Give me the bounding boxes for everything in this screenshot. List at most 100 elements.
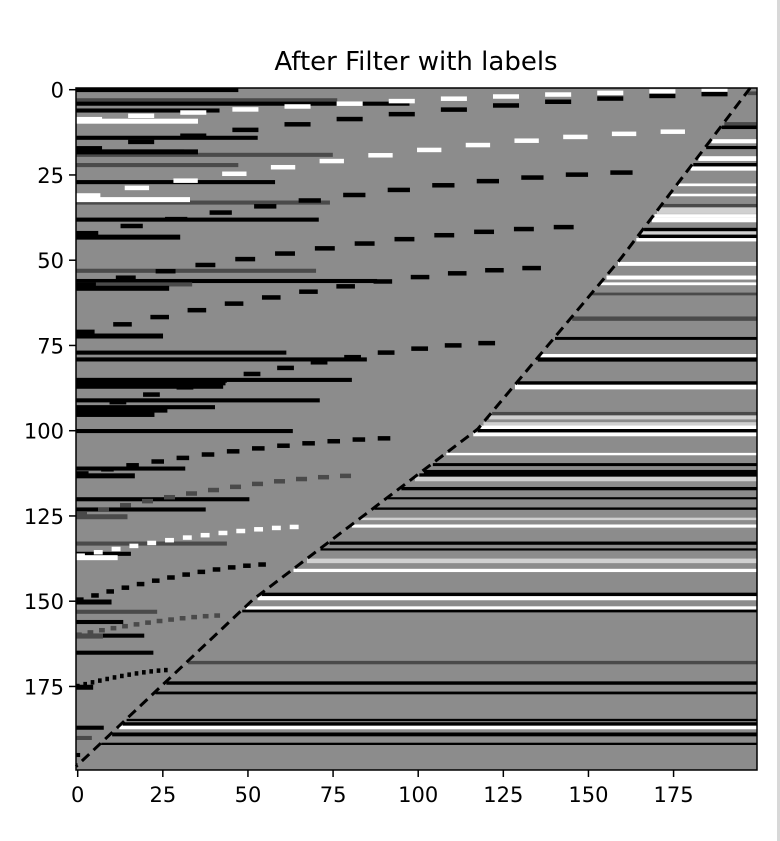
heatmap-stripe <box>641 231 757 235</box>
curve-segment <box>127 672 132 677</box>
heatmap-stripe <box>677 183 757 187</box>
curve-segment <box>478 340 496 346</box>
heatmap-stripe <box>489 415 757 420</box>
heatmap-stripe <box>600 282 757 286</box>
heatmap-band <box>76 278 378 284</box>
heatmap-stripe <box>555 336 757 340</box>
curve-segment <box>165 216 188 222</box>
heatmap-stripe <box>97 746 758 749</box>
heatmap-stripe <box>483 422 757 427</box>
curve-segment <box>258 562 266 567</box>
heatmap-stripe <box>329 541 757 545</box>
heatmap-stripe <box>101 742 757 745</box>
heatmap-band <box>76 551 131 556</box>
curve-segment <box>122 623 128 629</box>
curve-segment <box>318 474 330 480</box>
y-tick-label: 150 <box>24 590 64 614</box>
curve-segment <box>93 550 103 555</box>
heatmap-stripe <box>586 299 757 302</box>
curve-segment <box>660 129 685 134</box>
curve-segment <box>87 630 94 635</box>
curve-segment <box>151 459 165 464</box>
heatmap-stripe <box>419 473 757 477</box>
heatmap-band <box>76 466 186 471</box>
heatmap-stripe <box>724 122 757 126</box>
curve-segment <box>186 491 198 496</box>
heatmap-stripe <box>617 261 757 266</box>
heatmap-band <box>76 101 410 106</box>
curve-segment <box>565 172 589 177</box>
curve-segment <box>465 142 491 148</box>
heatmap-band <box>76 357 367 362</box>
curve-segment <box>319 158 344 164</box>
heatmap-stripe <box>706 145 757 150</box>
curve-segment <box>113 322 132 327</box>
heatmap-stripe <box>262 592 757 597</box>
heatmap-band <box>76 108 220 113</box>
axis-ticks: 0 25 50 75 100 125 150 175 0 25 50 75 100 125 150 175 <box>24 79 694 807</box>
heatmap-band <box>76 735 92 740</box>
curve-segment <box>289 524 299 530</box>
curve-segment <box>277 443 290 448</box>
y-tick-label: 175 <box>24 675 64 699</box>
curve-segment <box>373 279 393 284</box>
heatmap-band <box>76 268 317 273</box>
heatmap-stripe <box>378 504 757 508</box>
curve-segment <box>98 678 102 683</box>
x-tick-label: 175 <box>654 783 694 807</box>
curve-segment <box>271 525 281 531</box>
dashed-curve <box>76 613 221 639</box>
heatmap-stripe <box>137 708 758 712</box>
heatmap-stripe <box>293 568 757 573</box>
curve-segment <box>145 620 151 625</box>
dashed-curve <box>76 340 496 417</box>
curve-segment <box>105 676 110 682</box>
heatmap-stripe <box>195 654 757 657</box>
curve-segment <box>76 599 112 605</box>
heatmap-band <box>76 429 293 434</box>
heatmap-stripe <box>557 333 757 337</box>
curve-segment <box>212 567 221 572</box>
x-tick-label: 50 <box>235 783 262 807</box>
curve-segment <box>76 146 103 151</box>
curve-segment <box>513 226 534 232</box>
curve-segment <box>76 511 88 517</box>
curve-segment <box>476 178 500 184</box>
heatmap-stripe <box>514 384 757 390</box>
curve-segment <box>336 116 363 122</box>
curve-segment <box>444 343 462 348</box>
curve-segment <box>124 185 150 191</box>
curve-segment <box>98 507 110 512</box>
curve-segment <box>222 171 247 177</box>
heatmap-band <box>76 398 320 403</box>
dashed-curve <box>76 436 391 479</box>
curve-segment <box>128 113 155 119</box>
curve-segment <box>182 535 192 540</box>
heatmap-stripe <box>633 241 757 245</box>
curve-segment <box>336 284 355 289</box>
heatmap-stripe <box>320 548 757 551</box>
curve-segment <box>227 565 236 570</box>
curve-segment <box>76 234 181 240</box>
curve-segment <box>112 675 117 680</box>
curve-segment <box>649 89 676 94</box>
curve-segment <box>236 528 246 534</box>
curve-segment <box>133 622 140 627</box>
curve-segment <box>106 589 114 594</box>
curve-segment <box>76 197 190 203</box>
curve-segment <box>432 183 455 188</box>
dashed-curve <box>76 224 574 291</box>
curve-segment <box>388 98 415 104</box>
heatmap-stripe <box>126 718 758 722</box>
curve-segment <box>202 613 209 619</box>
curve-segment <box>109 399 127 405</box>
curve-segment <box>243 563 251 568</box>
curve-segment <box>284 122 311 127</box>
heatmap-stripe <box>432 463 757 467</box>
curve-segment <box>254 204 277 209</box>
heatmap-stripe <box>166 681 757 686</box>
curve-segment <box>182 572 190 577</box>
curve-segment <box>327 438 341 444</box>
curve-segment <box>149 669 154 674</box>
